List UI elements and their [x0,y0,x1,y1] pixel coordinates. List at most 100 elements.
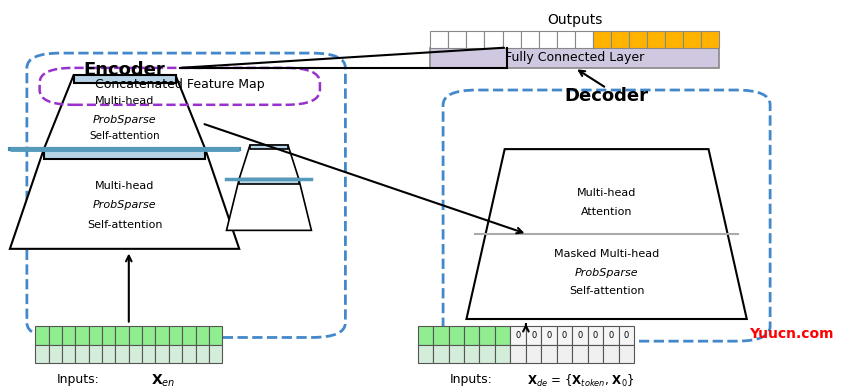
FancyBboxPatch shape [539,31,557,48]
Text: 0: 0 [593,331,598,340]
Text: ProbSparse: ProbSparse [93,115,156,124]
FancyBboxPatch shape [619,345,634,363]
FancyBboxPatch shape [75,326,89,345]
Text: Multi-head: Multi-head [95,96,154,106]
Text: Attention: Attention [581,207,632,217]
Polygon shape [250,145,288,149]
Text: Inputs:: Inputs: [57,372,99,386]
FancyBboxPatch shape [511,345,526,363]
Polygon shape [44,75,205,149]
Text: $\mathbf{X}_{en}$: $\mathbf{X}_{en}$ [151,372,175,389]
FancyBboxPatch shape [142,326,155,345]
FancyBboxPatch shape [495,345,511,363]
FancyBboxPatch shape [129,345,142,363]
FancyBboxPatch shape [49,326,62,345]
FancyBboxPatch shape [484,31,502,48]
FancyBboxPatch shape [557,326,572,345]
FancyBboxPatch shape [464,345,480,363]
Text: Concatenated Feature Map: Concatenated Feature Map [95,78,265,91]
FancyBboxPatch shape [142,345,155,363]
Text: Multi-head: Multi-head [95,181,154,191]
FancyBboxPatch shape [430,31,448,48]
Text: Decoder: Decoder [565,87,649,105]
Text: Self-attention: Self-attention [569,286,644,296]
Text: 0: 0 [547,331,552,340]
Text: 0: 0 [624,331,629,340]
FancyBboxPatch shape [603,345,619,363]
Polygon shape [239,179,299,184]
FancyBboxPatch shape [448,345,464,363]
Text: ProbSparse: ProbSparse [575,268,638,278]
FancyBboxPatch shape [129,326,142,345]
FancyBboxPatch shape [647,31,665,48]
FancyBboxPatch shape [557,31,575,48]
FancyBboxPatch shape [183,345,195,363]
Text: Fully Connected Layer: Fully Connected Layer [505,51,644,64]
Text: Multi-head: Multi-head [577,188,636,199]
FancyBboxPatch shape [572,326,588,345]
FancyBboxPatch shape [593,31,611,48]
Polygon shape [466,149,746,319]
FancyBboxPatch shape [89,345,102,363]
FancyBboxPatch shape [701,31,719,48]
Text: 0: 0 [578,331,583,340]
Polygon shape [10,149,239,249]
Polygon shape [226,179,311,230]
Polygon shape [44,149,205,159]
Text: 0: 0 [562,331,567,340]
FancyBboxPatch shape [89,326,102,345]
FancyBboxPatch shape [502,31,520,48]
FancyBboxPatch shape [629,31,647,48]
FancyBboxPatch shape [557,345,572,363]
FancyBboxPatch shape [35,326,49,345]
FancyBboxPatch shape [35,345,49,363]
Text: 0: 0 [608,331,614,340]
FancyBboxPatch shape [209,326,222,345]
Text: Yuucn.com: Yuucn.com [749,327,833,341]
Text: Inputs:: Inputs: [449,372,492,386]
Text: ProbSparse: ProbSparse [93,200,156,209]
FancyBboxPatch shape [448,31,466,48]
FancyBboxPatch shape [433,345,448,363]
FancyBboxPatch shape [572,345,588,363]
FancyBboxPatch shape [464,326,480,345]
Polygon shape [239,145,299,179]
FancyBboxPatch shape [195,326,209,345]
FancyBboxPatch shape [448,326,464,345]
FancyBboxPatch shape [155,326,169,345]
FancyBboxPatch shape [62,326,75,345]
Text: $\mathbf{X}_{de}$ = {$\mathbf{X}_{token}$, $\mathbf{X}_0$}: $\mathbf{X}_{de}$ = {$\mathbf{X}_{token}… [527,372,635,389]
FancyBboxPatch shape [588,345,603,363]
FancyBboxPatch shape [433,326,448,345]
FancyBboxPatch shape [209,345,222,363]
FancyBboxPatch shape [526,345,542,363]
FancyBboxPatch shape [102,326,116,345]
Text: Masked Multi-head: Masked Multi-head [554,249,659,259]
FancyBboxPatch shape [417,345,433,363]
FancyBboxPatch shape [102,345,116,363]
FancyBboxPatch shape [683,31,701,48]
FancyBboxPatch shape [169,326,183,345]
FancyBboxPatch shape [665,31,683,48]
FancyBboxPatch shape [466,31,484,48]
FancyBboxPatch shape [520,31,539,48]
FancyBboxPatch shape [542,326,557,345]
FancyBboxPatch shape [495,326,511,345]
FancyBboxPatch shape [195,345,209,363]
FancyBboxPatch shape [75,345,89,363]
FancyBboxPatch shape [169,345,183,363]
FancyBboxPatch shape [49,345,62,363]
FancyBboxPatch shape [430,48,719,68]
FancyBboxPatch shape [511,326,526,345]
FancyBboxPatch shape [417,326,433,345]
FancyBboxPatch shape [603,326,619,345]
Text: 0: 0 [531,331,536,340]
Polygon shape [74,75,176,83]
FancyBboxPatch shape [480,326,495,345]
FancyBboxPatch shape [619,326,634,345]
FancyBboxPatch shape [62,345,75,363]
FancyBboxPatch shape [526,326,542,345]
FancyBboxPatch shape [542,345,557,363]
FancyBboxPatch shape [116,345,129,363]
FancyBboxPatch shape [155,345,169,363]
